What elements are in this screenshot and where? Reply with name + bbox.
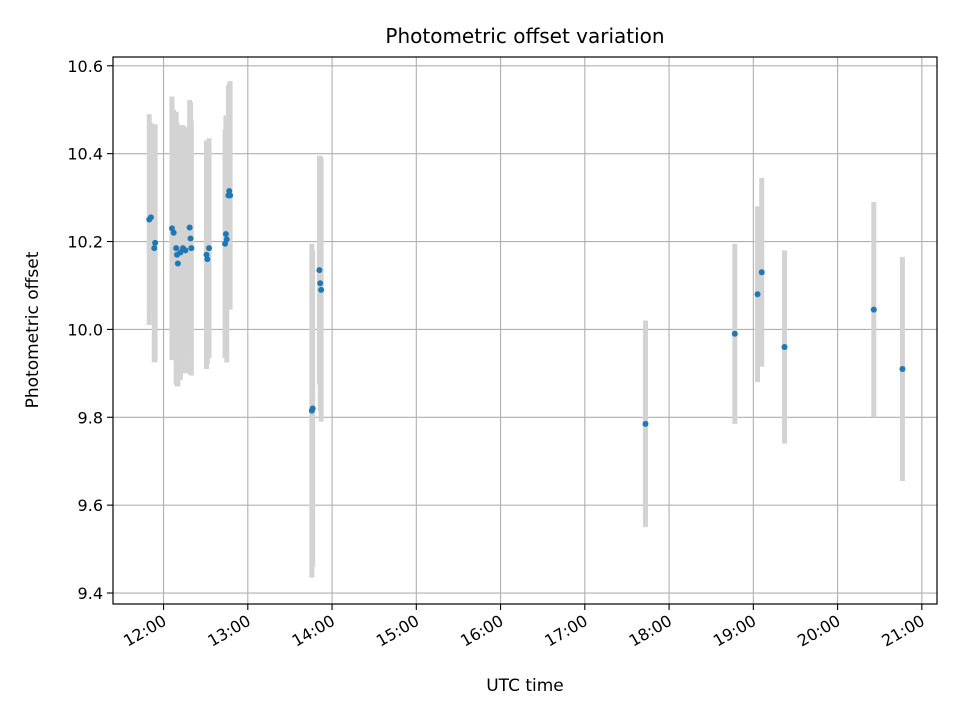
y-tick-label: 10.0 — [67, 320, 103, 339]
y-axis-ticks: 9.4 9.6 9.8 10.0 10.2 10.4 10.6 — [67, 57, 113, 603]
data-point — [309, 405, 316, 412]
data-point — [754, 291, 761, 298]
data-point — [187, 235, 194, 242]
y-tick-label: 10.6 — [67, 57, 103, 76]
data-point — [317, 280, 324, 287]
data-point — [731, 330, 738, 337]
data-point — [316, 267, 323, 274]
data-point — [186, 224, 193, 231]
data-point — [223, 236, 230, 243]
grid-lines — [113, 57, 937, 604]
data-point — [870, 306, 877, 313]
data-point — [204, 256, 211, 263]
data-point — [177, 249, 184, 256]
data-point — [899, 365, 906, 372]
chart-title: Photometric offset variation — [385, 24, 664, 48]
data-point — [173, 245, 180, 252]
data-point — [318, 286, 325, 293]
y-tick-label: 10.4 — [67, 145, 103, 164]
data-point — [227, 192, 234, 199]
y-tick-label: 9.6 — [78, 496, 103, 515]
data-point — [781, 343, 788, 350]
data-points — [146, 188, 906, 427]
y-tick-label: 9.8 — [78, 408, 103, 427]
data-point — [147, 214, 154, 221]
data-point — [206, 245, 213, 252]
y-axis-title: Photometric offset — [23, 251, 43, 408]
x-axis-title: UTC time — [486, 676, 564, 696]
data-point — [222, 231, 229, 238]
data-point — [170, 229, 177, 236]
y-tick-label: 9.4 — [78, 584, 103, 603]
data-point — [151, 245, 158, 252]
data-point — [182, 247, 189, 254]
data-point — [152, 239, 159, 246]
data-point — [174, 260, 181, 267]
data-point — [188, 245, 195, 252]
plot-frame — [112, 56, 938, 605]
data-point — [758, 269, 765, 276]
data-point — [642, 420, 649, 427]
y-tick-label: 10.2 — [67, 233, 103, 252]
